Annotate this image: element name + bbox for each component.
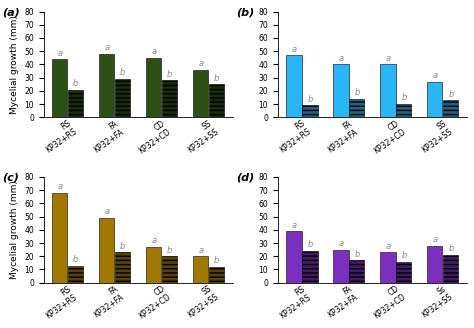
Text: b: b [448, 244, 454, 253]
Bar [286, 55, 301, 117]
Text: a: a [198, 246, 203, 255]
Bar [146, 58, 161, 117]
Text: b: b [214, 256, 219, 265]
Text: a: a [151, 236, 156, 245]
Bar [302, 251, 318, 283]
Text: a: a [292, 220, 297, 230]
Bar [349, 260, 365, 283]
Text: a: a [292, 45, 297, 53]
Text: a: a [338, 54, 344, 63]
Bar [99, 54, 114, 117]
Y-axis label: Mycelial growth (mm): Mycelial growth (mm) [9, 180, 18, 279]
Text: b: b [401, 251, 407, 260]
Bar [209, 267, 224, 283]
Bar [443, 255, 458, 283]
Text: b: b [448, 90, 454, 98]
Text: a: a [104, 207, 109, 216]
Bar [162, 80, 177, 117]
Bar [115, 79, 130, 117]
Bar [381, 64, 395, 117]
Text: a: a [385, 54, 391, 63]
Text: b: b [354, 250, 360, 259]
Bar [334, 64, 348, 117]
Bar [99, 218, 114, 283]
Text: b: b [120, 68, 126, 77]
Text: b: b [214, 74, 219, 83]
Text: a: a [198, 59, 203, 68]
Text: a: a [432, 235, 438, 244]
Text: a: a [57, 49, 63, 57]
Bar [52, 59, 67, 117]
Text: b: b [307, 95, 313, 104]
Text: (b): (b) [236, 7, 255, 17]
Bar [428, 82, 443, 117]
Bar [68, 265, 83, 283]
Bar [146, 247, 161, 283]
Text: b: b [401, 93, 407, 102]
Text: a: a [385, 242, 391, 251]
Bar [349, 99, 365, 117]
Bar [396, 261, 411, 283]
Y-axis label: Mycelial growth (mm): Mycelial growth (mm) [9, 15, 18, 114]
Text: (c): (c) [2, 173, 19, 183]
Text: b: b [307, 240, 313, 249]
Text: a: a [338, 239, 344, 248]
Bar [286, 231, 301, 283]
Text: b: b [120, 242, 126, 251]
Text: b: b [167, 246, 173, 255]
Text: b: b [73, 255, 79, 264]
Bar [68, 90, 83, 117]
Bar [209, 84, 224, 117]
Text: b: b [167, 70, 173, 79]
Bar [396, 104, 411, 117]
Text: b: b [73, 79, 79, 88]
Text: b: b [354, 88, 360, 97]
Bar [115, 252, 130, 283]
Bar [381, 252, 395, 283]
Bar [193, 256, 208, 283]
Bar [52, 193, 67, 283]
Text: a: a [432, 71, 438, 80]
Text: a: a [57, 182, 63, 191]
Text: (a): (a) [2, 7, 20, 17]
Text: (d): (d) [236, 173, 255, 183]
Text: a: a [151, 47, 156, 56]
Bar [193, 70, 208, 117]
Bar [428, 246, 443, 283]
Bar [443, 100, 458, 117]
Bar [162, 256, 177, 283]
Bar [302, 105, 318, 117]
Text: a: a [104, 43, 109, 52]
Bar [334, 250, 348, 283]
